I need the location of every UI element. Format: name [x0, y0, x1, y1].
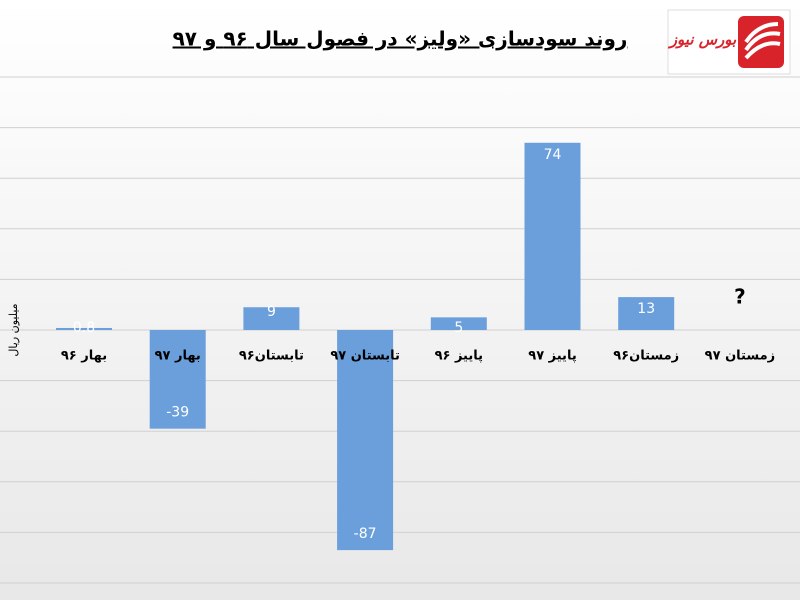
x-tick-label: زمستان ۹۷: [705, 349, 775, 364]
bar: [243, 307, 300, 330]
x-tick-label: بهار ۹۷: [155, 349, 201, 364]
data-label: 13: [637, 301, 655, 317]
bar: [337, 330, 394, 551]
logo-text: بورس نیوز: [668, 31, 737, 49]
x-tick-label: تابستان۹۶: [239, 349, 304, 364]
annotation: ?: [734, 285, 746, 309]
x-tick-label: پاییز ۹۶: [435, 349, 483, 364]
logo-swoosh: [744, 22, 781, 60]
data-label: 9: [267, 304, 276, 320]
y-axis-label: میلیون ریال: [7, 303, 20, 356]
bar: [430, 317, 487, 330]
grid: [0, 76, 800, 584]
bar: [618, 297, 675, 330]
bar: [524, 142, 581, 330]
data-label: -87: [354, 526, 377, 542]
bar: [56, 327, 112, 330]
chart-title: روند سودسازی «ولیز» در فصول سال ۹۶ و ۹۷: [173, 27, 628, 51]
x-tick-label: بهار ۹۶: [61, 349, 107, 364]
x-tick-label: تابستان ۹۷: [330, 349, 400, 364]
data-label: 74: [544, 147, 562, 163]
x-tick-label: پاییز ۹۷: [528, 349, 576, 364]
bar: [149, 330, 206, 429]
data-label: 5: [454, 320, 463, 336]
x-tick-label: زمستان۹۶: [613, 349, 679, 364]
data-label: 0.8: [73, 320, 95, 336]
logo: بورس نیوز: [667, 9, 791, 75]
data-label: -39: [166, 405, 189, 421]
